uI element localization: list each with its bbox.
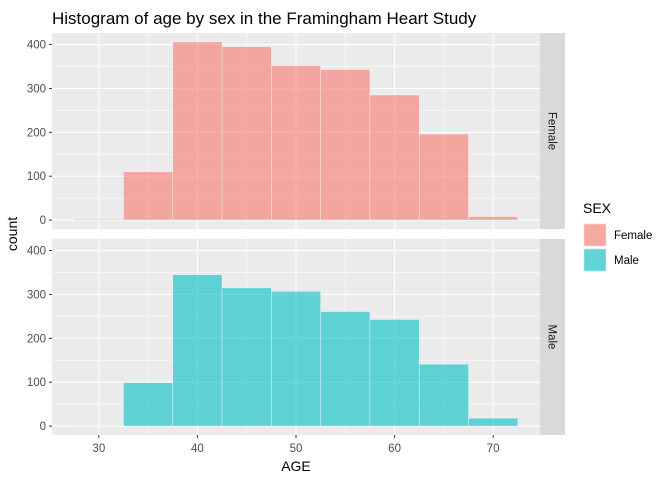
x-tick-label: 60 bbox=[388, 443, 401, 455]
facet-strip bbox=[540, 33, 565, 229]
histogram-bar bbox=[73, 218, 124, 221]
histogram-bar bbox=[172, 41, 223, 221]
y-tick-label: 300 bbox=[27, 83, 46, 95]
x-tick-label: 30 bbox=[92, 443, 105, 455]
y-tick-label: 400 bbox=[27, 246, 46, 258]
facet-strip-label: Female bbox=[546, 112, 558, 150]
y-tick-label: 200 bbox=[27, 127, 46, 139]
legend-label-male: Male bbox=[614, 255, 639, 267]
histogram-bar bbox=[123, 171, 174, 221]
facet-panel-female: 0 100 200 300 400 Female bbox=[27, 33, 565, 229]
facet-strip bbox=[540, 239, 565, 435]
y-tick-label: 100 bbox=[27, 377, 46, 389]
y-tick-label: 100 bbox=[27, 171, 46, 183]
x-axis: 30 40 50 60 70 bbox=[92, 435, 500, 455]
histogram-bar bbox=[271, 291, 321, 427]
histogram-bar bbox=[320, 69, 371, 221]
legend: SEX Female Male bbox=[583, 200, 652, 272]
histogram-bar bbox=[468, 417, 519, 427]
x-axis-title: AGE bbox=[281, 458, 311, 474]
histogram-bar bbox=[221, 46, 272, 221]
histogram-bar bbox=[369, 319, 420, 427]
y-tick-label: 0 bbox=[40, 421, 46, 433]
y-tick-label: 200 bbox=[27, 333, 46, 345]
y-axis-title: count bbox=[4, 217, 20, 251]
legend-swatch-male bbox=[583, 248, 607, 272]
histogram-bar bbox=[468, 216, 519, 221]
x-tick-label: 40 bbox=[191, 443, 204, 455]
histogram-bar bbox=[369, 94, 420, 221]
legend-swatch-female bbox=[583, 223, 607, 247]
histogram-bar bbox=[418, 133, 469, 221]
histogram-bar bbox=[123, 382, 174, 427]
facet-strip-label: Male bbox=[546, 325, 558, 350]
histogram-bar bbox=[172, 274, 223, 427]
facet-panel-male: 0 100 200 300 400 Male bbox=[27, 239, 565, 435]
y-tick-label: 300 bbox=[27, 289, 46, 301]
facet-panels: 0 100 200 300 400 Female 0 100 200 300 400 Male 30 40… bbox=[27, 33, 565, 455]
x-tick-label: 50 bbox=[290, 443, 303, 455]
histogram-bar bbox=[221, 287, 272, 427]
histogram-bar bbox=[271, 65, 321, 221]
legend-title: SEX bbox=[583, 200, 612, 216]
y-tick-label: 400 bbox=[27, 40, 46, 52]
histogram-bar bbox=[320, 311, 371, 427]
legend-label-female: Female bbox=[614, 230, 652, 242]
x-tick-label: 70 bbox=[487, 443, 500, 455]
chart-title: Histogram of age by sex in the Framingha… bbox=[52, 9, 477, 28]
histogram-bar bbox=[418, 363, 469, 427]
y-tick-label: 0 bbox=[40, 215, 46, 227]
